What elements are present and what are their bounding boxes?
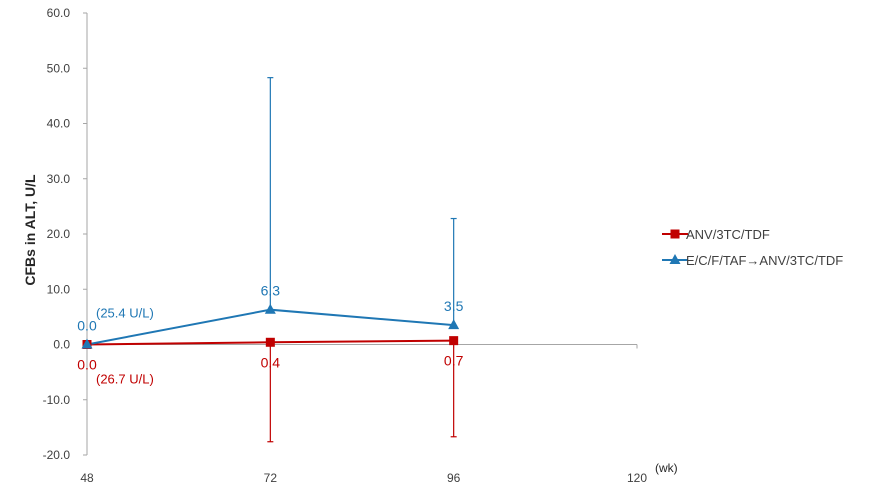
data-point-triangle (81, 338, 93, 349)
y-tick-label: 20.0 (47, 227, 71, 241)
data-label: 3.5 (444, 298, 464, 314)
y-tick-label: 50.0 (47, 61, 71, 75)
data-label: 6.3 (261, 283, 281, 299)
data-label: 0.7 (444, 353, 464, 369)
legend-marker-triangle (669, 254, 681, 264)
data-labels: 0.0 0.4 0.7(26.7 U/L)0.06.33.5(25.4 U/L) (77, 283, 463, 387)
data-point-square (449, 336, 459, 346)
y-tick-label: -10.0 (43, 393, 71, 407)
y-tick-label: 10.0 (47, 282, 71, 296)
baseline-label: (25.4 U/L) (96, 306, 154, 321)
data-label: 0.4 (261, 354, 281, 370)
data-point-triangle (448, 319, 460, 330)
legend-marker-square (670, 229, 680, 239)
x-tick-label: 96 (447, 471, 461, 485)
legend-label: E/C/F/TAF→ANV/3TC/TDF (686, 253, 843, 268)
y-tick-label: 0.0 (53, 338, 70, 352)
y-tick-label: 30.0 (47, 172, 71, 186)
x-tick-label: 72 (264, 471, 278, 485)
x-axis-unit: (wk) (655, 461, 678, 475)
series-markers (81, 303, 460, 349)
x-tick-label: 120 (627, 471, 647, 485)
baseline-label: (26.7 U/L) (96, 372, 154, 387)
error-bars (267, 77, 457, 443)
legend: ANV/3TC/TDF E/C/F/TAF→ANV/3TC/TDF (662, 227, 843, 268)
y-tick-label: 40.0 (47, 117, 71, 131)
data-point-square (265, 337, 275, 347)
y-tick-label: 60.0 (47, 6, 71, 20)
data-label: 0.0 (77, 318, 97, 334)
data-point-triangle (264, 303, 276, 314)
axes: -20.0 -10.0 0.0 10.0 20.0 30.0 40.0 50.0 60.0 48 7… (43, 6, 648, 485)
legend-label: ANV/3TC/TDF (686, 227, 770, 242)
y-axis-label: CFBs in ALT, U/L (22, 174, 38, 286)
y-tick-label: -20.0 (43, 448, 71, 462)
x-tick-label: 48 (80, 471, 94, 485)
data-label: 0.0 (77, 357, 97, 373)
